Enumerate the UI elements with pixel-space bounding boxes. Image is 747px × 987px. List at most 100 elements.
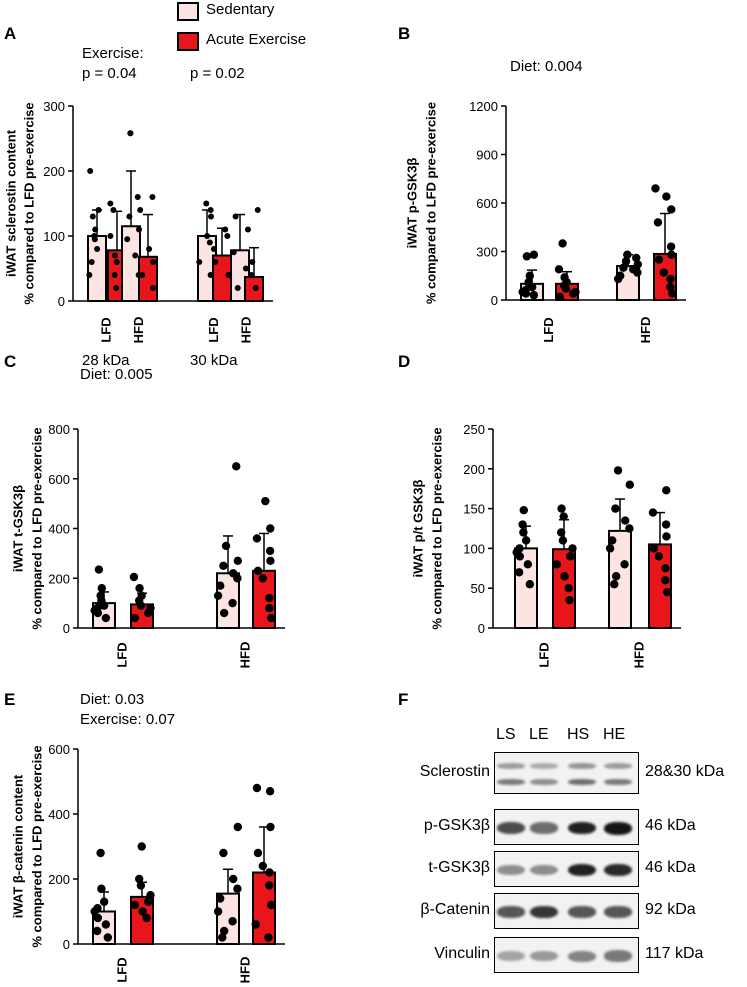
data-point	[219, 848, 228, 858]
blot-strip	[494, 893, 639, 929]
y-tick-label: 200	[43, 164, 65, 179]
data-point	[556, 528, 566, 537]
data-point	[648, 508, 658, 517]
blot-band	[568, 863, 596, 877]
data-point	[519, 505, 528, 515]
x-category-label: HFD	[237, 642, 252, 669]
blot-size-label: 117 kDa	[645, 945, 704, 962]
data-point	[103, 933, 113, 942]
panel-b-diet-p-value: Diet: 0.004	[510, 58, 583, 75]
data-point	[525, 580, 535, 589]
data-point	[144, 608, 153, 618]
blot-size-label: 46 kDa	[645, 859, 696, 876]
blot-band	[604, 821, 632, 835]
data-point	[97, 584, 106, 593]
y-tick-label: 800	[48, 422, 70, 437]
y-tick-label: 250	[463, 422, 485, 437]
data-point	[529, 290, 539, 300]
data-point	[124, 236, 131, 243]
data-point	[130, 900, 140, 910]
y-tick-label: 900	[476, 148, 498, 163]
data-point	[96, 848, 105, 858]
blot-band	[604, 863, 632, 877]
panel-letter-f: F	[398, 690, 409, 709]
x-category-label: LFD	[98, 317, 113, 342]
data-point	[555, 292, 565, 301]
panel-e-diet-p-value: Diet: 0.03	[80, 691, 145, 708]
data-point	[111, 272, 118, 278]
data-point	[667, 205, 676, 214]
y-axis-label: iWAT t-GSK3β	[10, 485, 25, 572]
data-point	[204, 233, 211, 239]
data-point	[557, 504, 566, 513]
data-point	[661, 564, 670, 573]
blot-size-label: 92 kDa	[645, 901, 696, 918]
blot-band	[497, 906, 525, 918]
x-category-label: HFD	[237, 957, 252, 984]
data-point	[219, 608, 229, 618]
data-point	[666, 274, 675, 284]
data-point	[234, 285, 241, 291]
blot-lane-label: HE	[603, 726, 626, 743]
data-point	[101, 920, 111, 929]
data-point	[611, 504, 620, 513]
data-point	[219, 926, 229, 936]
data-point	[136, 226, 143, 233]
data-point	[566, 552, 575, 561]
data-point	[224, 233, 231, 239]
blot-protein-label: t-GSK3β	[428, 859, 490, 876]
data-point	[663, 587, 672, 597]
data-point	[136, 601, 146, 610]
legend-label-acute-exercise: Acute Exercise	[206, 31, 307, 48]
data-point	[518, 520, 527, 529]
blot-size-label: 46 kDa	[645, 817, 696, 834]
data-point	[521, 536, 531, 545]
data-point	[206, 239, 213, 246]
panel-a-group-label-30kda: 30 kDa	[190, 352, 238, 369]
data-point	[559, 512, 568, 521]
data-point	[134, 874, 144, 884]
data-point	[111, 252, 118, 259]
data-point	[613, 274, 623, 284]
y-tick-label: 50	[471, 581, 485, 596]
panel-c-diet-p-value: Diet: 0.005	[80, 366, 153, 383]
blot-protein-label: Sclerostin	[419, 763, 490, 780]
data-point	[87, 168, 94, 174]
data-point	[667, 250, 676, 259]
data-point	[252, 783, 262, 793]
x-category-label: LFD	[536, 642, 551, 667]
y-tick-label: 0	[478, 621, 485, 636]
blot-lane-label: LE	[529, 726, 549, 743]
data-point	[651, 184, 660, 193]
data-point	[107, 200, 114, 207]
x-category-label: HFD	[638, 317, 653, 344]
data-point	[561, 284, 571, 293]
data-point	[132, 252, 139, 259]
data-point	[221, 541, 231, 551]
data-point	[146, 891, 155, 900]
panel-a-p-value-30kda: p = 0.02	[190, 65, 245, 82]
data-point	[610, 580, 619, 589]
y-tick-label: 400	[48, 522, 70, 537]
data-point	[265, 593, 274, 603]
blot-band	[604, 778, 632, 785]
data-point	[529, 250, 539, 259]
data-point	[558, 239, 567, 248]
blot-protein-label: Vinculin	[434, 945, 490, 962]
panel-e-exercise-p-value: Exercise: 0.07	[80, 711, 176, 728]
panel-a-p-value-28kda: p = 0.04	[82, 65, 137, 82]
y-tick-label: 0	[63, 937, 70, 952]
data-point	[632, 253, 641, 263]
data-point	[130, 613, 140, 623]
data-point	[249, 259, 256, 265]
data-point	[654, 552, 664, 561]
data-point	[620, 560, 629, 569]
data-point	[661, 520, 671, 529]
data-point	[230, 249, 237, 256]
y-axis-label: iWAT p/t GSK3β	[410, 479, 425, 577]
panel-letter-c: C	[4, 352, 17, 371]
data-point	[218, 933, 227, 942]
data-point	[95, 207, 102, 213]
panel-a-exercise-label: Exercise:	[82, 45, 144, 62]
